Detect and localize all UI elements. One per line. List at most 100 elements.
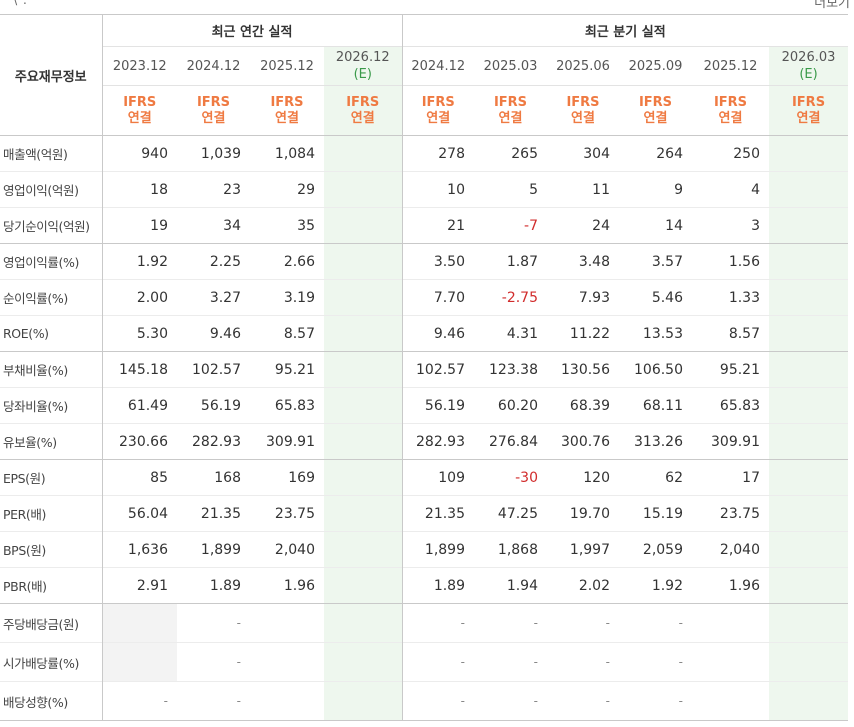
table-cell: - — [101, 681, 177, 721]
basis-header: IFRS 연결 — [547, 85, 619, 136]
table-cell: 3 — [692, 207, 769, 244]
basis-standard: IFRS — [421, 94, 455, 110]
basis-type: 연결 — [426, 110, 451, 126]
basis-type: 연결 — [643, 110, 668, 126]
basis-type: 연결 — [498, 110, 523, 126]
more-link[interactable]: 더보기 — [814, 0, 850, 11]
table-cell — [324, 642, 402, 682]
table-cell: 1.94 — [474, 567, 547, 604]
table-cell — [769, 495, 849, 532]
period-label: 2026.03 — [781, 50, 836, 65]
table-cell: 19.70 — [547, 495, 619, 532]
table-cell — [250, 681, 324, 721]
table-cell: 2,040 — [250, 531, 324, 568]
table-cell: - — [401, 642, 474, 682]
table-cell: 34 — [177, 207, 250, 244]
table-cell: 309.91 — [250, 423, 324, 460]
table-cell: 2.00 — [101, 279, 177, 316]
table-cell: 56.04 — [101, 495, 177, 532]
table-cell — [101, 642, 177, 682]
table-cell: 276.84 — [474, 423, 547, 460]
table-row: PER(배) 56.04 21.35 23.75 21.35 47.25 19.70 15.1… — [0, 495, 849, 532]
basis-header: IFRS 연결 — [619, 85, 692, 136]
basis-type: 연결 — [275, 110, 299, 126]
basis-standard: IFRS — [123, 94, 157, 110]
table-row: 영업이익률(%) 1.92 2.25 2.66 3.50 1.87 3.48 3.57 1.56 — [0, 243, 849, 280]
period-header: 2023.12 — [101, 46, 177, 86]
table-cell: - — [401, 681, 474, 721]
table-cell: 106.50 — [619, 351, 692, 388]
table-cell: 23 — [177, 171, 250, 208]
row-label: 부채비율(%) — [0, 351, 102, 388]
table-cell: 1.92 — [619, 567, 692, 604]
table-cell: - — [177, 681, 250, 721]
table-row: PBR(배) 2.91 1.89 1.96 1.89 1.94 2.02 1.92 1.96 — [0, 567, 849, 604]
row-label: 당기순이익(억원) — [0, 207, 102, 244]
table-cell: 1.89 — [401, 567, 474, 604]
period-header: 2024.12 — [401, 46, 474, 86]
table-cell: 18 — [101, 171, 177, 208]
table-cell: 4.31 — [474, 315, 547, 352]
basis-type: 연결 — [201, 110, 226, 126]
table-row: 주당배당금(원) - - - - - — [0, 603, 849, 643]
table-cell: 940 — [101, 135, 177, 172]
period-label: 2023.12 — [112, 58, 167, 74]
table-cell: 56.19 — [177, 387, 250, 424]
table-cell — [769, 423, 849, 460]
table-cell: 1.89 — [177, 567, 250, 604]
table-cell: 29 — [250, 171, 324, 208]
table-cell: 61.49 — [101, 387, 177, 424]
table-cell: 56.19 — [401, 387, 474, 424]
table-cell: - — [547, 681, 619, 721]
table-cell — [769, 135, 849, 172]
table-cell: 130.56 — [547, 351, 619, 388]
table-cell — [250, 603, 324, 643]
period-label: 2025.03 — [483, 58, 538, 74]
period-header: 2025.12 — [692, 46, 769, 86]
table-cell: 17 — [692, 459, 769, 496]
table-cell: 1.56 — [692, 243, 769, 280]
table-cell: 123.38 — [474, 351, 547, 388]
table-cell: 21 — [401, 207, 474, 244]
table-cell: 1.96 — [692, 567, 769, 604]
table-cell: 102.57 — [177, 351, 250, 388]
table-cell: 168 — [177, 459, 250, 496]
table-cell: 2.25 — [177, 243, 250, 280]
table-cell — [769, 603, 849, 643]
table-cell — [324, 243, 402, 280]
table-cell: 5.30 — [101, 315, 177, 352]
table-row: 배당성향(%) - - - - - - — [0, 681, 849, 721]
table-row: ROE(%) 5.30 9.46 8.57 9.46 4.31 11.22 13.53 8.57 — [0, 315, 849, 352]
table-cell — [692, 603, 769, 643]
table-cell — [769, 567, 849, 604]
table-cell: 1.96 — [250, 567, 324, 604]
table-cell: 1,084 — [250, 135, 324, 172]
table-cell — [324, 171, 402, 208]
period-header: 2025.06 — [547, 46, 619, 86]
basis-standard: IFRS — [196, 94, 231, 110]
table-cell: 278 — [401, 135, 474, 172]
table-cell: 14 — [619, 207, 692, 244]
basis-header: IFRS 연결 — [324, 85, 402, 136]
table-cell: 23.75 — [692, 495, 769, 532]
table-cell — [769, 171, 849, 208]
period-label: 2025.12 — [703, 58, 758, 74]
table-cell: 8.57 — [692, 315, 769, 352]
row-label: 당좌비율(%) — [0, 387, 102, 424]
table-cell — [324, 351, 402, 388]
table-cell: 3.19 — [250, 279, 324, 316]
table-cell: 21.35 — [177, 495, 250, 532]
estimate-marker: (E) — [799, 67, 818, 82]
table-cell: - — [619, 642, 692, 682]
table-cell: 2.02 — [547, 567, 619, 604]
table-cell: 85 — [101, 459, 177, 496]
table-row: 당좌비율(%) 61.49 56.19 65.83 56.19 60.20 68.39 68.… — [0, 387, 849, 424]
table-cell — [324, 135, 402, 172]
table-cell: 1,039 — [177, 135, 250, 172]
table-row: 부채비율(%) 145.18 102.57 95.21 102.57 123.38 130.… — [0, 351, 849, 388]
table-row: BPS(원) 1,636 1,899 2,040 1,899 1,868 1,997 2,05… — [0, 531, 849, 568]
table-cell: 265 — [474, 135, 547, 172]
table-cell — [324, 531, 402, 568]
table-cell — [324, 495, 402, 532]
period-header: 2024.12 — [177, 46, 250, 86]
